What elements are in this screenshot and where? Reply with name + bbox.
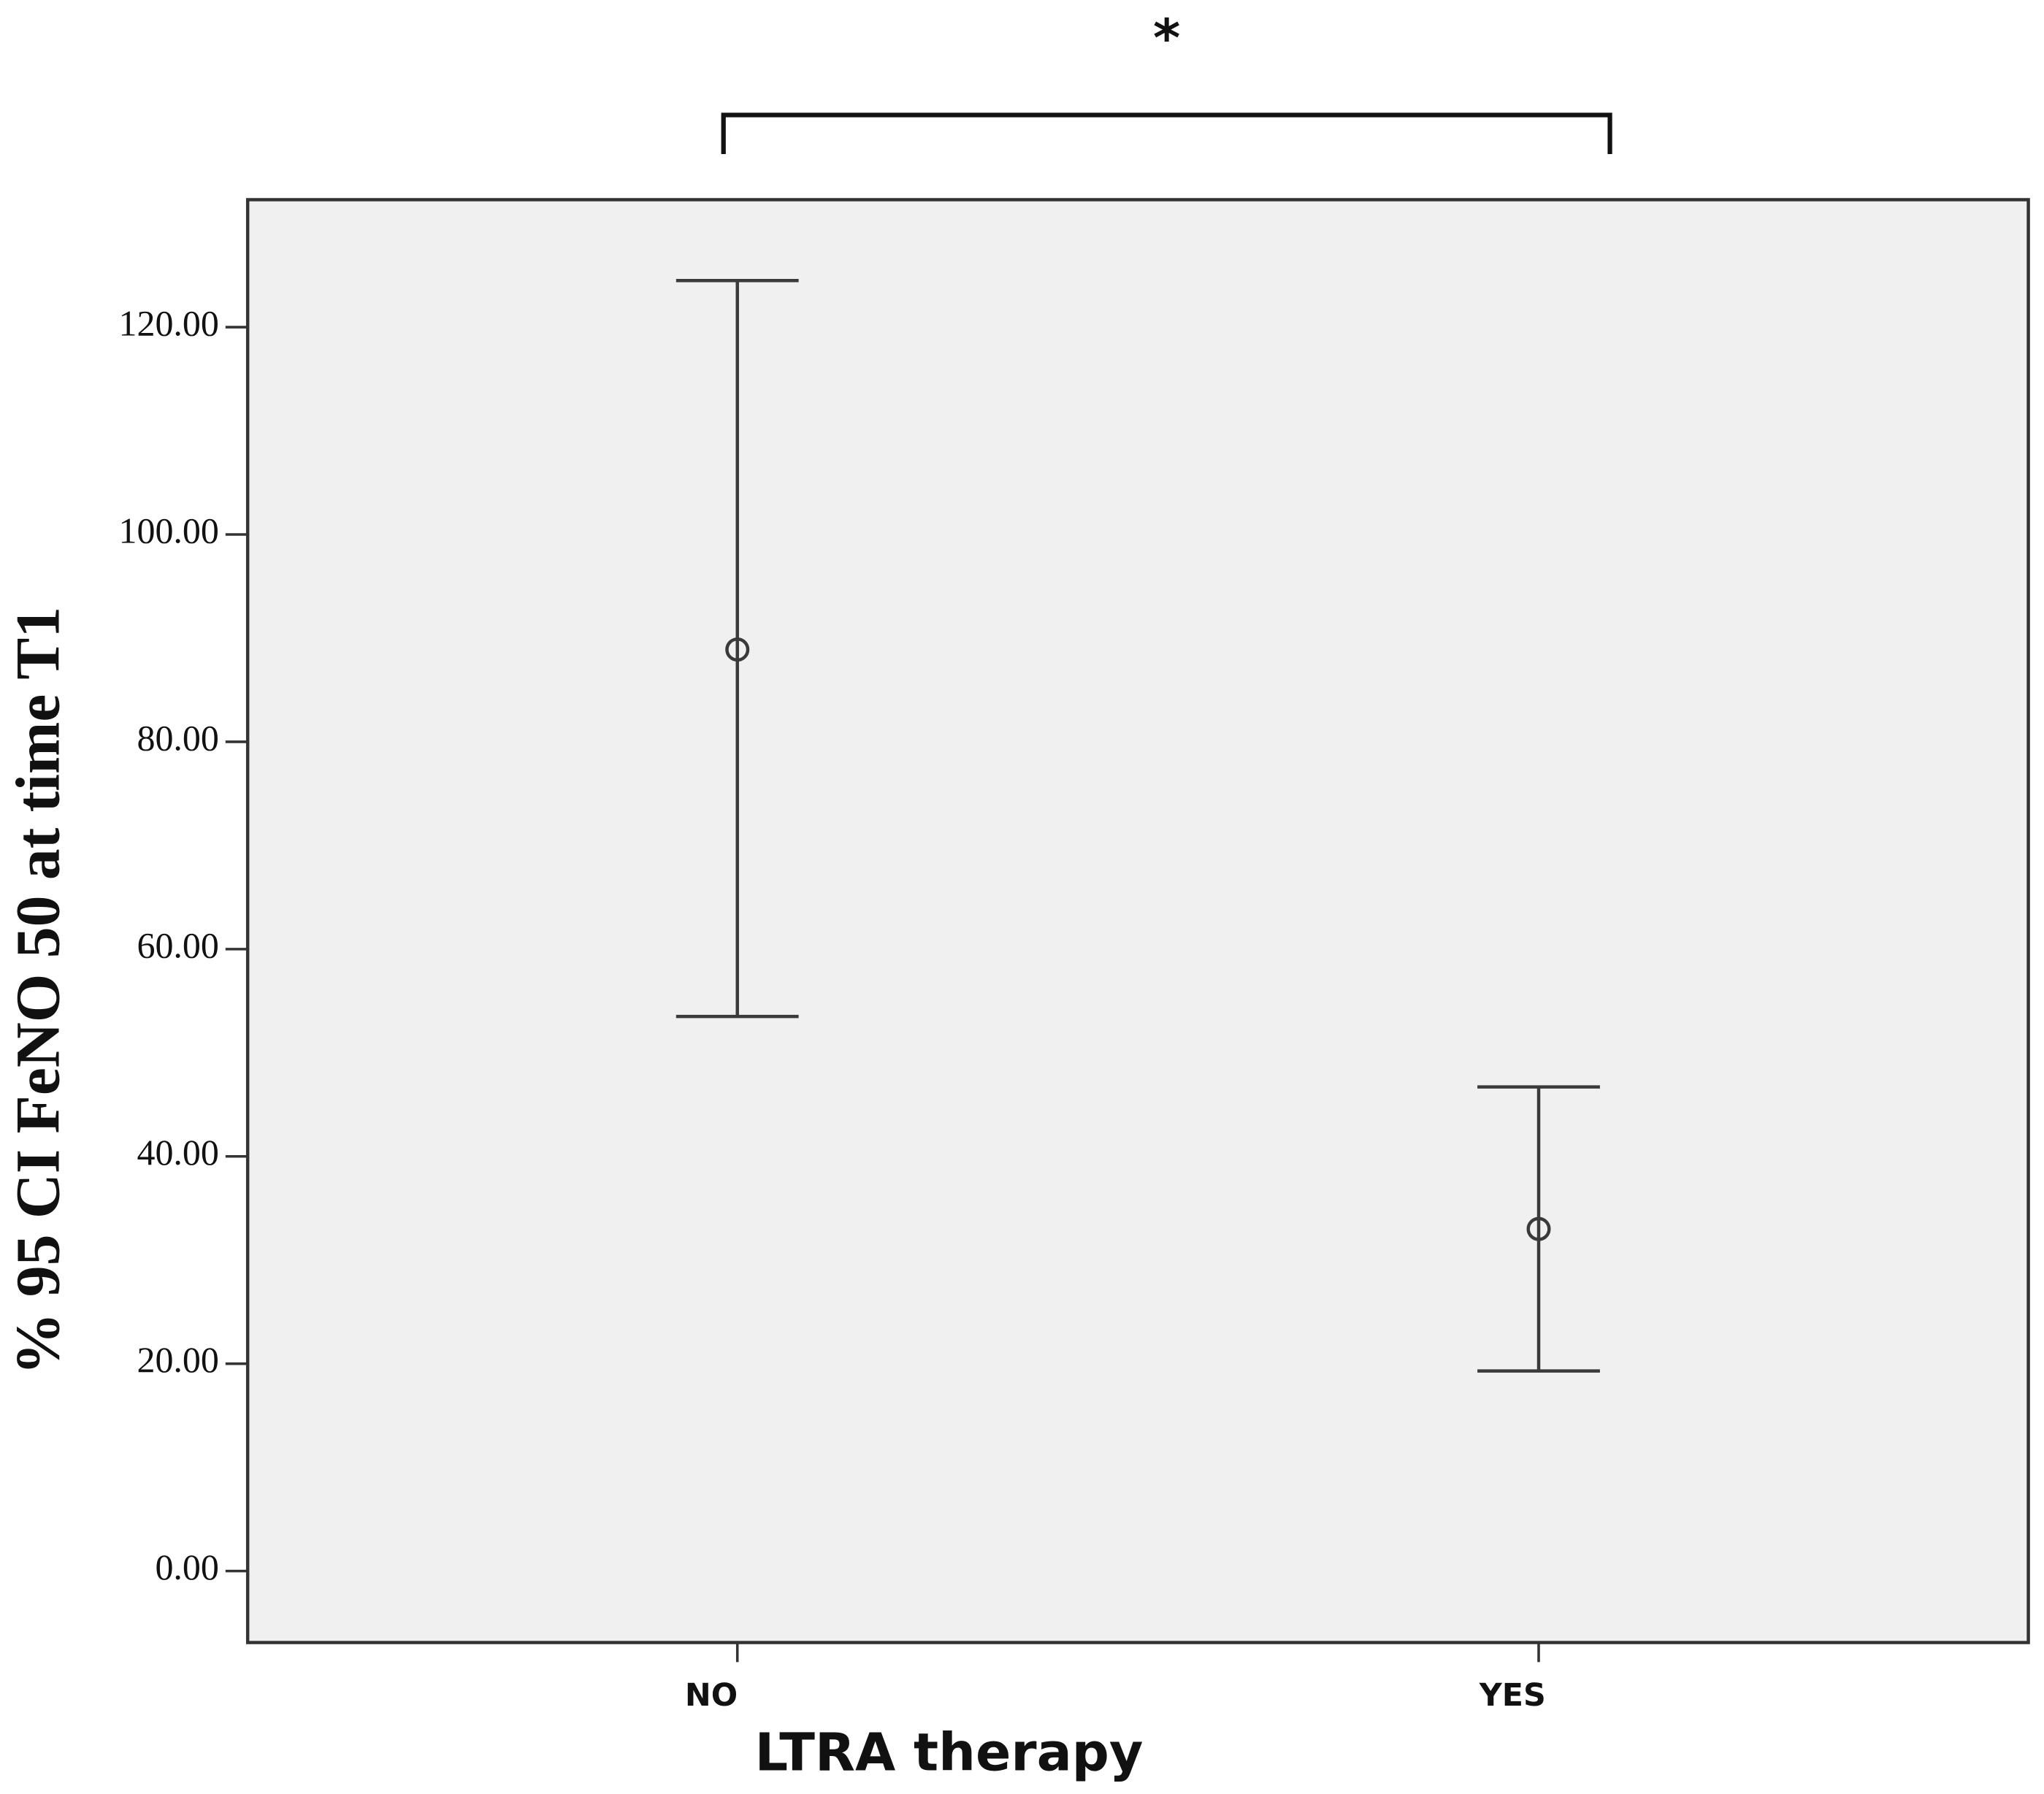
y-tick-label: 40.00: [137, 1132, 218, 1173]
y-tick-label: 120.00: [118, 303, 218, 344]
y-tick-label: 80.00: [137, 717, 218, 758]
significance-mark: *: [1153, 8, 1180, 69]
x-axis-label: LTRA therapy: [755, 1722, 1144, 1782]
mean-point: [725, 637, 750, 662]
y-tick-label: 20.00: [137, 1339, 218, 1380]
significance-bracket: [721, 112, 1612, 155]
y-tick-label: 0.00: [155, 1546, 218, 1587]
plot-area: [245, 198, 2030, 1644]
y-tick-label: 60.00: [137, 924, 218, 965]
mean-point: [1526, 1216, 1551, 1241]
x-tick-label: YES: [1479, 1677, 1546, 1714]
y-tick-label: 100.00: [118, 510, 218, 551]
y-axis-label: % 95 CI FeNO 50 at time T1: [3, 607, 72, 1376]
x-tick-label: NO: [685, 1677, 738, 1714]
